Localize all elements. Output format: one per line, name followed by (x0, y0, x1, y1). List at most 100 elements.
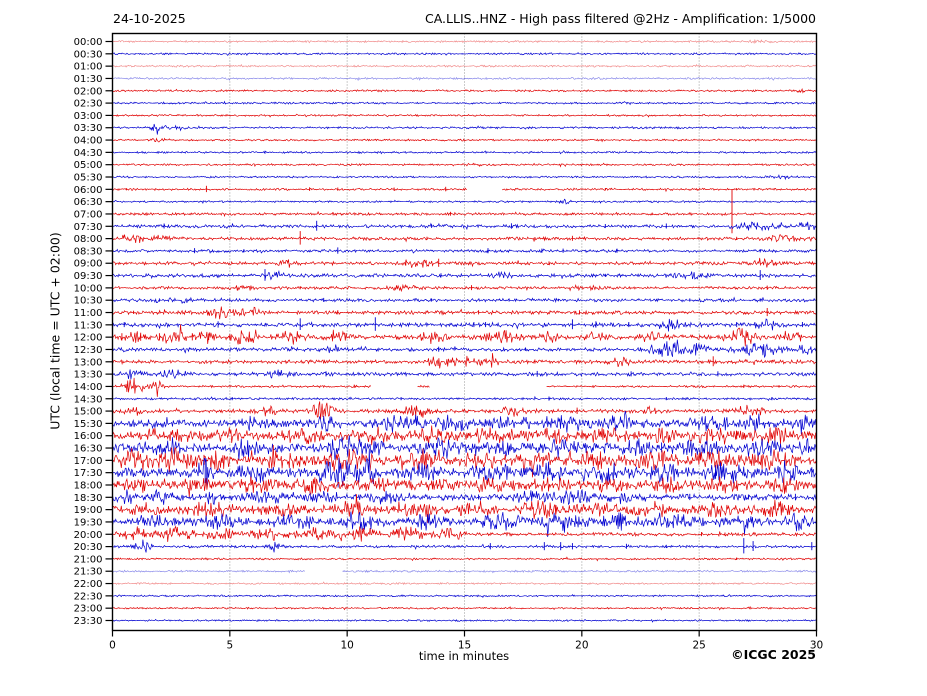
y-tick-label: 16:00 (74, 431, 103, 442)
y-tick-label: 03:00 (74, 111, 103, 122)
y-tick-label: 00:30 (74, 49, 103, 60)
trace-15:00 (112, 401, 817, 420)
y-tick-label: 23:30 (74, 616, 103, 627)
trace-05:30 (112, 174, 817, 181)
x-tick-label: 15 (458, 640, 471, 652)
x-tick-label: 0 (109, 640, 116, 652)
y-tick-label: 19:30 (74, 517, 103, 528)
y-tick-label: 10:30 (74, 296, 103, 307)
trace-21:30 (112, 569, 305, 574)
y-tick-label: 15:00 (74, 407, 103, 418)
x-axis-label: time in minutes (418, 649, 510, 663)
y-tick-label: 22:30 (74, 591, 103, 602)
x-tick-label: 20 (575, 640, 588, 652)
y-tick-label: 02:00 (74, 86, 103, 97)
trace-21:00 (112, 556, 817, 562)
trace-02:30 (112, 100, 817, 106)
trace-11:00 (112, 306, 817, 320)
trace-23:30 (112, 618, 817, 623)
trace-22:30 (112, 594, 817, 598)
y-tick-label: 12:00 (74, 333, 103, 344)
y-tick-label: 08:00 (74, 234, 103, 245)
y-tick-label: 23:00 (74, 604, 103, 615)
y-tick-label: 07:30 (74, 222, 103, 233)
y-tick-label: 13:30 (74, 370, 103, 381)
y-tick-label: 01:00 (74, 62, 103, 73)
y-tick-label: 08:30 (74, 246, 103, 257)
y-tick-label: 15:30 (74, 419, 103, 430)
y-tick-label: 11:30 (74, 320, 103, 331)
copyright: ©ICGC 2025 (731, 647, 816, 662)
trace-13:00 (112, 353, 817, 369)
trace-17:00 (112, 444, 817, 478)
y-tick-label: 05:30 (74, 173, 103, 184)
trace-18:00 (112, 476, 817, 498)
trace-14:00 (417, 384, 430, 388)
y-tick-label: 20:00 (74, 530, 103, 541)
x-tick-label: 5 (226, 640, 233, 652)
trace-09:30 (112, 269, 817, 281)
y-tick-label: 21:30 (74, 567, 103, 578)
y-tick-label: 16:30 (74, 444, 103, 455)
y-tick-label: 11:00 (74, 308, 103, 319)
trace-19:30 (112, 511, 817, 538)
trace-23:00 (112, 605, 817, 611)
trace-14:30 (112, 395, 817, 402)
trace-01:00 (112, 63, 817, 68)
trace-12:30 (112, 339, 817, 358)
y-tick-label: 14:00 (74, 382, 103, 393)
trace-04:00 (112, 137, 817, 143)
trace-22:00 (112, 581, 817, 586)
trace-08:30 (112, 248, 817, 254)
y-tick-label: 10:00 (74, 283, 103, 294)
trace-20:30 (112, 539, 817, 553)
y-tick-label: 14:30 (74, 394, 103, 405)
y-tick-label: 21:00 (74, 554, 103, 565)
trace-11:30 (112, 318, 817, 332)
y-tick-label: 06:00 (74, 185, 103, 196)
trace-14:00 (112, 377, 371, 397)
trace-03:30 (112, 123, 817, 135)
y-tick-label: 19:00 (74, 505, 103, 516)
trace-01:30 (112, 76, 817, 82)
plot-title: CA.LLIS..HNZ - High pass filtered @2Hz -… (425, 11, 816, 26)
trace-16:30 (112, 435, 817, 461)
y-tick-label: 12:30 (74, 345, 103, 356)
y-tick-label: 00:00 (74, 37, 103, 48)
y-tick-label: 18:00 (74, 480, 103, 491)
y-tick-label: 06:30 (74, 197, 103, 208)
x-tick-label: 25 (692, 640, 705, 652)
trace-03:00 (112, 113, 817, 118)
y-tick-label: 07:00 (74, 209, 103, 220)
y-tick-label: 22:00 (74, 579, 103, 590)
y-tick-label: 01:30 (74, 74, 103, 85)
y-tick-label: 03:30 (74, 123, 103, 134)
y-tick-label: 09:00 (74, 259, 103, 270)
trace-18:30 (112, 488, 817, 506)
trace-09:00 (112, 257, 817, 268)
y-tick-label: 17:30 (74, 468, 103, 479)
date-title: 24-10-2025 (113, 11, 186, 26)
trace-02:00 (112, 88, 817, 94)
trace-19:00 (112, 494, 817, 523)
y-tick-label: 17:00 (74, 456, 103, 467)
trace-00:30 (112, 52, 817, 56)
trace-00:00 (112, 38, 817, 44)
trace-06:00 (112, 187, 467, 192)
trace-20:00 (112, 525, 817, 542)
y-tick-label: 20:30 (74, 542, 103, 553)
trace-16:00 (112, 425, 817, 447)
y-tick-label: 04:30 (74, 148, 103, 159)
y-tick-label: 04:00 (74, 136, 103, 147)
trace-04:30 (112, 150, 817, 155)
trace-08:00 (112, 234, 817, 244)
trace-05:00 (112, 162, 817, 168)
trace-13:30 (112, 369, 817, 380)
trace-06:00 (501, 187, 817, 193)
y-tick-label: 18:30 (74, 493, 103, 504)
trace-21:30 (342, 569, 817, 574)
y-tick-label: 02:30 (74, 99, 103, 110)
y-tick-label: 05:00 (74, 160, 103, 171)
